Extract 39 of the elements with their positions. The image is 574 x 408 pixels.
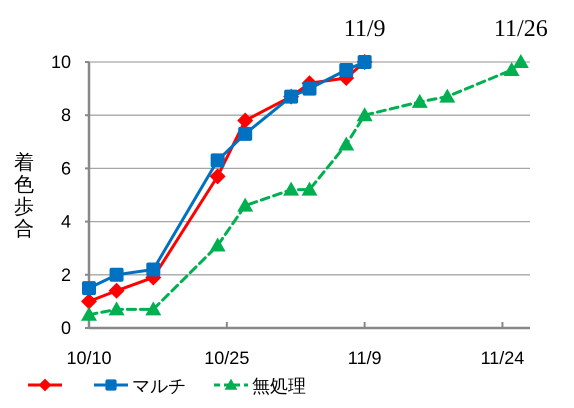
point [512,54,529,68]
x-tick-label: 11/9 [348,348,382,368]
x-tick-label: 11/24 [480,348,524,368]
legend-label: 無処理 [252,376,306,396]
point [210,153,225,168]
point [82,281,96,296]
y-tick-label: 4 [60,212,71,232]
point [504,62,520,76]
point [145,301,162,316]
point [108,282,125,299]
point [146,262,160,276]
point [302,182,318,196]
y-tick-label: 0 [60,318,71,338]
point [108,301,125,316]
y-tick-label: 2 [60,264,71,285]
y-tick-label: 6 [60,158,71,178]
point [412,94,428,108]
x-tick-label: 10/25 [204,348,250,368]
point [338,136,354,150]
x-tick-label: 10/10 [66,348,112,368]
point [439,88,456,103]
point [110,268,124,282]
point [237,112,254,129]
annotation: 11/26 [494,16,548,42]
point [210,168,226,184]
y-axis-title: 着色歩合 [14,151,34,240]
y-tick-label: 10 [50,52,71,72]
point [302,82,316,96]
annotation: 11/9 [344,16,386,42]
point [237,198,254,212]
point [339,62,354,77]
legend-label: マルチ [132,376,186,396]
point [283,182,300,196]
point [81,293,97,310]
y-tick-label: 8 [60,105,71,126]
point [210,238,226,252]
point [356,107,373,122]
point [81,306,97,321]
point [238,126,252,141]
